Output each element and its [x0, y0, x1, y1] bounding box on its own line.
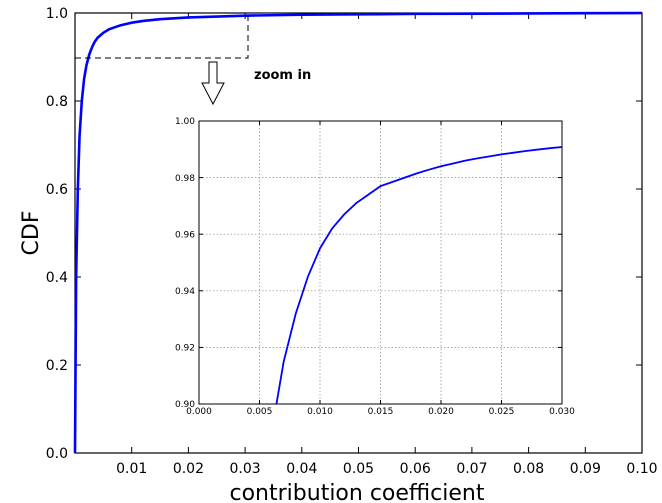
inset-x-tick-label: 0.030	[549, 407, 575, 417]
main-y-tick-label: 0.6	[46, 182, 68, 198]
main-series-line	[73, 11, 643, 454]
inset-x-tick-label: 0.005	[247, 407, 273, 417]
main-x-tick-label: 0.02	[173, 461, 204, 477]
inset-axis-ticks: 0.000 0.005 0.010 0.015 0.020 0.025 0.030 0.90 0…	[175, 117, 575, 417]
inset-y-tick-label: 0.94	[175, 287, 195, 297]
main-x-tick-label: 0.05	[343, 461, 374, 477]
main-y-tick-label: 0.0	[46, 446, 68, 462]
main-y-tick-label: 0.8	[46, 94, 68, 110]
main-x-tick-label: 0.08	[513, 461, 544, 477]
inset-x-tick-label: 0.010	[307, 407, 333, 417]
inset-y-tick-label: 0.98	[175, 174, 195, 184]
inset-y-tick-label: 0.90	[175, 400, 195, 410]
x-axis-label: contribution coefficient	[230, 481, 485, 503]
main-axis-ticks: 0.01 0.02 0.03 0.04 0.05 0.06 0.07 0.08 0.09 0.10…	[46, 6, 658, 477]
inset-x-tick-label: 0.000	[186, 407, 212, 417]
main-x-tick-label: 0.09	[570, 461, 601, 477]
main-x-tick-label: 0.06	[400, 461, 431, 477]
main-x-tick-label: 0.04	[286, 461, 317, 477]
inset-y-tick-label: 1.00	[175, 117, 195, 127]
main-y-tick-label: 0.2	[46, 358, 68, 374]
inset-x-tick-label: 0.025	[489, 407, 515, 417]
zoom-arrow-icon	[201, 61, 225, 106]
inset-x-tick-label: 0.015	[368, 407, 394, 417]
inset-plot-border	[198, 120, 563, 405]
main-y-tick-label: 1.0	[46, 6, 68, 22]
main-x-tick-label: 0.07	[456, 461, 487, 477]
inset-y-tick-label: 0.92	[175, 344, 195, 354]
main-x-tick-label: 0.10	[626, 461, 657, 477]
zoom-region-box	[75, 13, 249, 59]
main-x-tick-label: 0.01	[116, 461, 147, 477]
main-x-tick-label: 0.03	[230, 461, 261, 477]
inset-y-tick-label: 0.96	[175, 230, 195, 240]
main-y-tick-label: 0.4	[46, 270, 68, 286]
y-axis-label: CDF	[19, 211, 44, 256]
inset-series-line	[275, 146, 563, 405]
inset-x-tick-label: 0.020	[428, 407, 454, 417]
zoom-annotation: zoom in	[254, 68, 311, 83]
inset-grid	[199, 121, 562, 404]
